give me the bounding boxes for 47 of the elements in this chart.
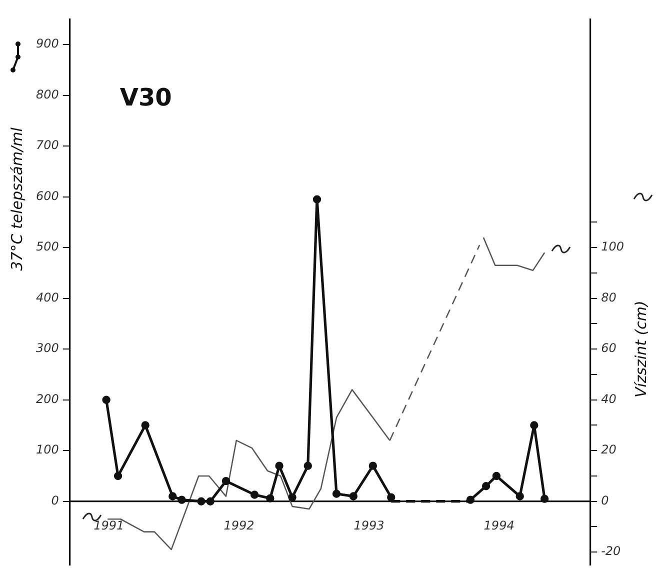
y2-tick-label: 60 bbox=[601, 341, 617, 356]
y-tick-label: 200 bbox=[36, 392, 60, 406]
y2-axis-title: Vízszint (cm) bbox=[632, 300, 650, 398]
point bbox=[530, 421, 538, 430]
point bbox=[250, 490, 259, 499]
x-tick-label: 1993 bbox=[354, 518, 384, 533]
point bbox=[288, 493, 296, 502]
point bbox=[312, 195, 322, 204]
y-tick-label: 0 bbox=[51, 493, 60, 508]
point bbox=[368, 462, 378, 470]
text: V30 bbox=[120, 83, 172, 112]
point bbox=[114, 472, 122, 480]
point bbox=[168, 492, 177, 500]
y-tick-label: 800 bbox=[36, 87, 60, 102]
x-tick-label: 1992 bbox=[224, 518, 254, 533]
y-tick-label: 700 bbox=[36, 138, 60, 152]
x-tick-label: 1991 bbox=[94, 518, 124, 533]
point bbox=[206, 497, 214, 506]
point bbox=[266, 494, 274, 502]
point bbox=[178, 496, 186, 504]
point bbox=[492, 472, 501, 480]
point bbox=[332, 490, 341, 498]
y-axis-title: 37°C telepszám/ml bbox=[8, 126, 26, 271]
point bbox=[387, 493, 396, 502]
x-tick-label: 1994 bbox=[484, 518, 514, 533]
y-tick-label: 600 bbox=[36, 188, 60, 203]
y2-tick-label: 0 bbox=[601, 493, 610, 508]
y-tick-label: 100 bbox=[36, 442, 60, 457]
point bbox=[222, 476, 230, 486]
point bbox=[304, 462, 312, 470]
point bbox=[141, 421, 150, 430]
point bbox=[275, 462, 284, 470]
y-tick-label: 900 bbox=[36, 36, 60, 51]
point bbox=[540, 494, 549, 503]
y-tick-label: 300 bbox=[36, 341, 60, 356]
point bbox=[482, 482, 490, 490]
y-tick-label: 400 bbox=[36, 290, 60, 304]
y2-tick-label: -20 bbox=[601, 544, 622, 558]
y2-tick-label: 80 bbox=[601, 290, 617, 304]
point bbox=[102, 396, 110, 404]
y-tick-label: 500 bbox=[36, 240, 60, 254]
y2-tick-label: 20 bbox=[601, 442, 617, 457]
y2-tick-label: 100 bbox=[601, 240, 624, 254]
point bbox=[197, 497, 206, 506]
point bbox=[516, 492, 524, 500]
point bbox=[349, 492, 358, 500]
y2-tick-label: 40 bbox=[601, 392, 617, 406]
